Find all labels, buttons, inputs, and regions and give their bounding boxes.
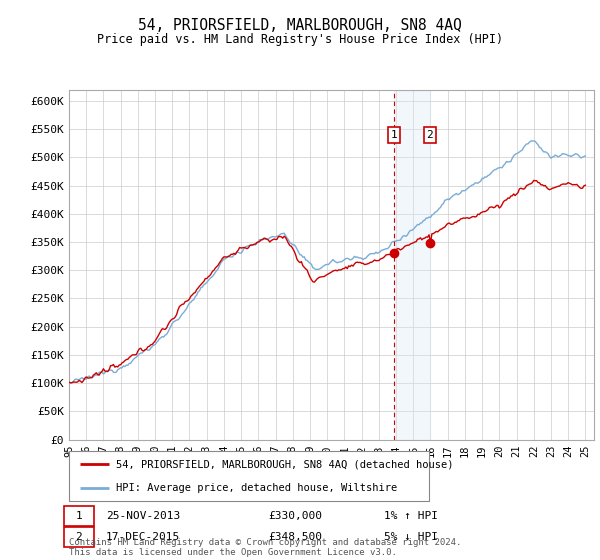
Text: 2: 2 xyxy=(427,130,433,140)
FancyBboxPatch shape xyxy=(64,528,94,547)
Text: Contains HM Land Registry data © Crown copyright and database right 2024.
This d: Contains HM Land Registry data © Crown c… xyxy=(69,538,461,557)
Text: 25-NOV-2013: 25-NOV-2013 xyxy=(106,511,180,521)
FancyBboxPatch shape xyxy=(69,451,429,501)
Text: 54, PRIORSFIELD, MARLBOROUGH, SN8 4AQ (detached house): 54, PRIORSFIELD, MARLBOROUGH, SN8 4AQ (d… xyxy=(116,459,454,469)
Text: HPI: Average price, detached house, Wiltshire: HPI: Average price, detached house, Wilt… xyxy=(116,483,397,493)
Text: 1: 1 xyxy=(391,130,398,140)
Text: £348,500: £348,500 xyxy=(269,532,323,542)
Text: 2: 2 xyxy=(76,532,82,542)
Text: 17-DEC-2015: 17-DEC-2015 xyxy=(106,532,180,542)
Text: 1% ↑ HPI: 1% ↑ HPI xyxy=(384,511,438,521)
Text: Price paid vs. HM Land Registry's House Price Index (HPI): Price paid vs. HM Land Registry's House … xyxy=(97,32,503,46)
Text: 1: 1 xyxy=(76,511,82,521)
Text: 5% ↓ HPI: 5% ↓ HPI xyxy=(384,532,438,542)
FancyBboxPatch shape xyxy=(64,506,94,525)
Text: £330,000: £330,000 xyxy=(269,511,323,521)
Bar xyxy=(394,90,430,440)
Text: 54, PRIORSFIELD, MARLBOROUGH, SN8 4AQ: 54, PRIORSFIELD, MARLBOROUGH, SN8 4AQ xyxy=(138,18,462,32)
